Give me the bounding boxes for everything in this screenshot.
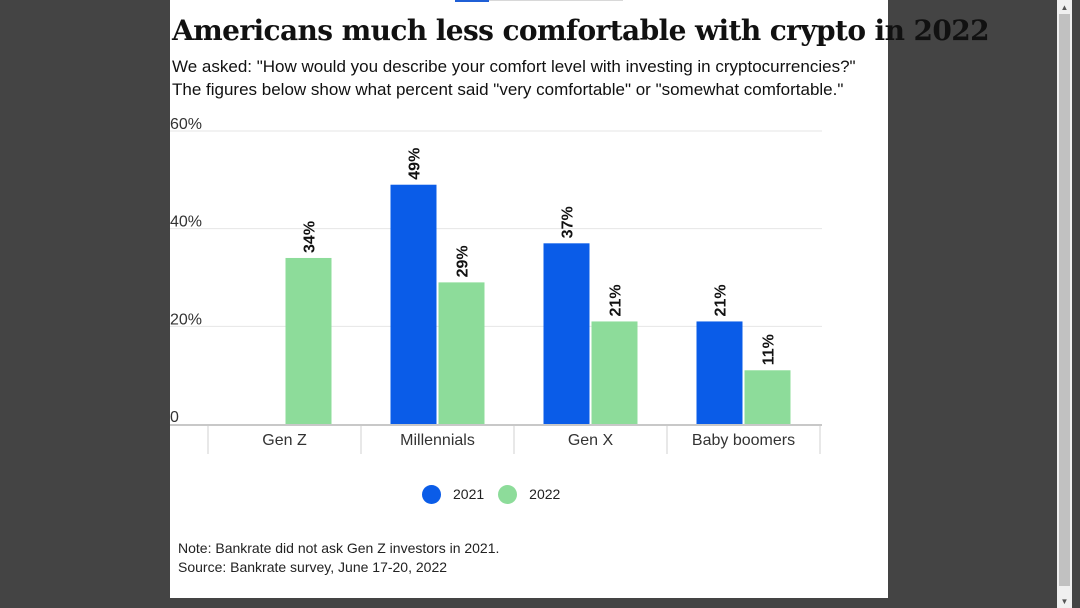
data-label: 34%: [302, 221, 319, 253]
scrollbar-thumb[interactable]: [1059, 14, 1070, 586]
y-tick-label: 20%: [170, 311, 202, 328]
chart-subtitle-line2: The figures below show what percent said…: [172, 80, 844, 99]
chart-note: Note: Bankrate did not ask Gen Z investo…: [178, 540, 500, 556]
data-label: 21%: [608, 284, 625, 316]
bar-2022-millennials: [438, 282, 485, 424]
scroll-down-icon[interactable]: ▼: [1060, 596, 1069, 606]
data-label: 49%: [407, 148, 424, 180]
x-tick-label: Gen Z: [262, 432, 307, 449]
bar-2021-gen-x: [543, 243, 590, 424]
bar-2022-baby-boomers: [744, 370, 791, 424]
chart-panel: Americans much less comfortable with cry…: [170, 0, 990, 598]
data-label: 21%: [713, 284, 730, 316]
x-tick-label: Baby boomers: [692, 432, 795, 449]
legend-swatch-2022: [498, 484, 518, 504]
chart-source: Source: Bankrate survey, June 17-20, 202…: [178, 559, 448, 575]
legend-swatch-2021: [422, 484, 441, 504]
bar-chart: 0 20% 40% 60% 34% Gen Z 49% 29% Millennials 37% 21…: [170, 116, 822, 454]
bar-2021-millennials: [390, 184, 437, 424]
chart-title: Americans much less comfortable with cry…: [172, 14, 990, 47]
top-tab-active[interactable]: [455, 0, 489, 2]
x-tick-label: Millennials: [400, 432, 475, 449]
legend-label-2021: 2021: [453, 486, 485, 502]
y-tick-label: 60%: [170, 116, 202, 133]
y-tick-label: 40%: [170, 214, 202, 231]
legend-item-2022[interactable]: 2022: [498, 484, 561, 504]
vertical-scrollbar[interactable]: ▲ ▼: [1057, 0, 1072, 608]
chart-subtitle-line1: We asked: "How would you describe your c…: [172, 57, 856, 76]
data-label: 37%: [560, 206, 577, 238]
legend-item-2021[interactable]: 2021: [422, 484, 485, 504]
legend-label-2022: 2022: [529, 486, 561, 502]
y-tick-label: 0: [170, 409, 179, 426]
scroll-up-icon[interactable]: ▲: [1060, 2, 1069, 12]
bar-2022-gen-x: [591, 321, 638, 424]
bar-2022-gen-z: [285, 257, 332, 424]
top-tab-bar: [455, 0, 623, 1]
x-tick-label: Gen X: [568, 432, 614, 449]
bar-2021-baby-boomers: [696, 321, 743, 424]
data-label: 11%: [761, 334, 778, 365]
chart-legend: 2021 2022: [422, 484, 574, 504]
data-label: 29%: [455, 245, 472, 277]
